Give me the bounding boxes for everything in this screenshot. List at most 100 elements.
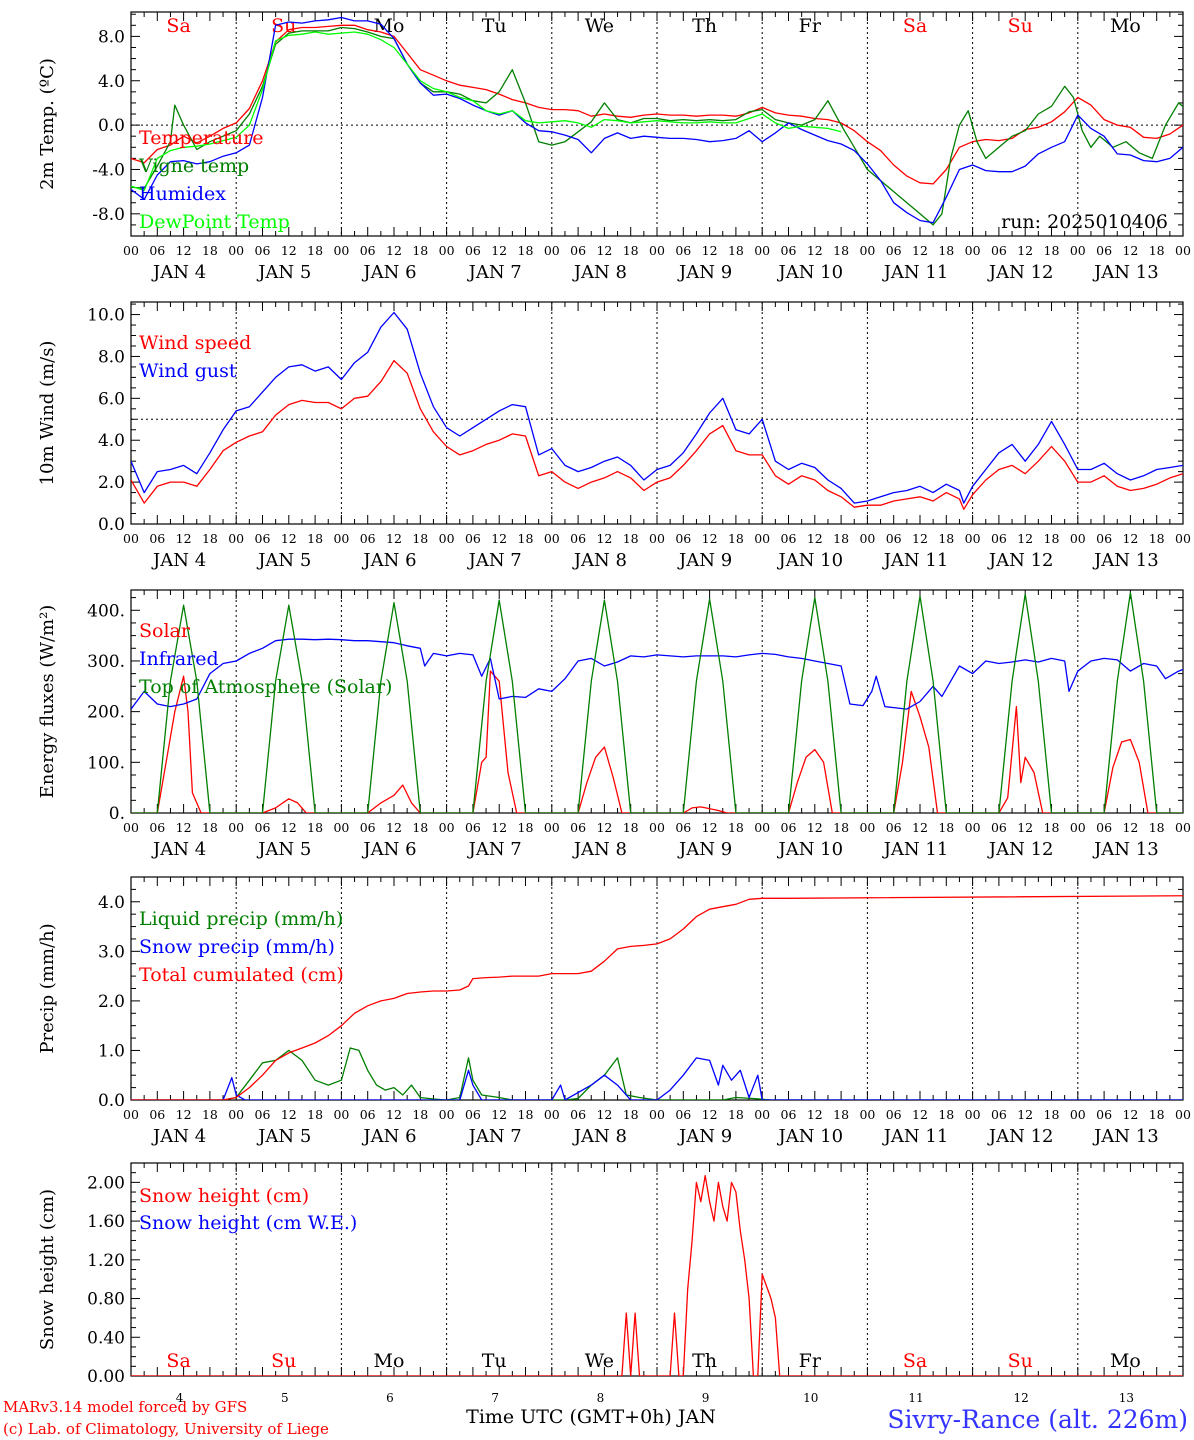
x-hour-label: 18 — [202, 1107, 218, 1122]
x-hour-label: 00 — [228, 1107, 244, 1122]
lab-credit: (c) Lab. of Climatology, University of L… — [3, 1420, 329, 1438]
x-day-label: JAN 10 — [777, 1126, 844, 1147]
x-hour-label: 12 — [281, 243, 297, 258]
series-line-humidex — [131, 16, 1183, 224]
x-day-label: JAN 8 — [572, 839, 627, 860]
x-hour-label: 18 — [1044, 820, 1060, 835]
x-day-label: JAN 9 — [677, 1126, 732, 1147]
x-hour-label: 00 — [859, 1107, 875, 1122]
x-day-label: JAN 12 — [987, 262, 1054, 283]
x-hour-label: 12 — [176, 531, 192, 546]
x-hour-label: 18 — [307, 531, 323, 546]
x-hour-label: 18 — [938, 820, 954, 835]
panel-snow: 2.00 1.60 1.20 0.80 0.40 0.00 Snow height (cm)… — [37, 1162, 1184, 1405]
x-day-label: JAN 10 — [777, 839, 844, 860]
x-hour-label: 18 — [307, 820, 323, 835]
y-axis-title: Snow height (cm) — [37, 1189, 58, 1350]
series-line-top-of-atmosphere-solar- — [131, 591, 1183, 813]
x-hour-label: 06 — [360, 531, 376, 546]
x-hour-label: 18 — [728, 820, 744, 835]
weekday-label: Fr — [799, 15, 822, 37]
x-hour-label: 18 — [728, 531, 744, 546]
y-axis-title: Energy fluxes (W/m²) — [37, 605, 58, 799]
x-day-number: 10 — [803, 1391, 818, 1405]
y-tick-label: 0.0 — [98, 116, 125, 136]
series-group — [131, 591, 1183, 813]
y-tick-label: 1.60 — [87, 1212, 125, 1232]
x-hour-label: 00 — [859, 820, 875, 835]
x-day-label: JAN 10 — [777, 550, 844, 571]
weekday-label: Fr — [799, 1350, 822, 1372]
x-hour-label: 06 — [991, 531, 1007, 546]
series-line-snow-height-cm- — [131, 1174, 1183, 1376]
x-hour-label: 12 — [491, 531, 507, 546]
x-hour-label: 12 — [807, 1107, 823, 1122]
series-line-solar — [131, 670, 1183, 813]
x-day-label: JAN 12 — [987, 550, 1054, 571]
x-day-label: JAN 9 — [677, 550, 732, 571]
x-hour-label: 06 — [991, 1107, 1007, 1122]
x-hour-label: 00 — [333, 243, 349, 258]
x-hour-label: 00 — [754, 243, 770, 258]
x-hour-label: 06 — [149, 820, 165, 835]
x-day-label: JAN 5 — [256, 839, 311, 860]
weekday-label: Th — [692, 15, 717, 37]
x-hour-label: 06 — [1096, 531, 1112, 546]
x-hour-label: 00 — [544, 1107, 560, 1122]
series-line-liquid-precip-mm-h- — [131, 1047, 1183, 1100]
x-hour-label: 06 — [360, 243, 376, 258]
y-tick-label: 8.0 — [98, 347, 125, 367]
station-name: Sivry-Rance (alt. 226m) — [887, 1405, 1188, 1434]
x-hour-label: 18 — [938, 243, 954, 258]
weekday-label: Tu — [482, 15, 507, 37]
x-hour-label: 06 — [360, 820, 376, 835]
x-hour-label: 00 — [754, 820, 770, 835]
x-hour-label: 18 — [202, 820, 218, 835]
x-day-label: JAN 12 — [987, 1126, 1054, 1147]
y-tick-label: 0.0 — [98, 515, 125, 535]
series-group — [131, 311, 1183, 510]
x-hour-label: 00 — [1070, 531, 1086, 546]
weekday-label: Su — [1008, 1350, 1033, 1372]
x-day-label: JAN 5 — [256, 1126, 311, 1147]
y-tick-label: 6.0 — [98, 389, 125, 409]
weekday-label: We — [585, 15, 614, 37]
x-hour-label: 18 — [1149, 243, 1165, 258]
x-hour-label: 06 — [149, 1107, 165, 1122]
x-hour-label: 00 — [1175, 531, 1191, 546]
y-tick-label: 4.0 — [98, 72, 125, 92]
x-day-label: JAN 7 — [467, 550, 522, 571]
x-day-label: JAN 4 — [151, 839, 206, 860]
x-day-label: JAN 6 — [361, 1126, 416, 1147]
series-group — [131, 895, 1183, 1100]
x-hour-label: 06 — [570, 243, 586, 258]
y-tick-label: 300. — [87, 652, 125, 672]
weekday-label: Mo — [1110, 1350, 1141, 1372]
x-hour-label: 12 — [702, 243, 718, 258]
y-tick-label: 4.0 — [98, 431, 125, 451]
weekday-label: Su — [271, 1350, 296, 1372]
x-hour-label: 12 — [1017, 243, 1033, 258]
x-hour-label: 06 — [360, 1107, 376, 1122]
x-hour-label: 12 — [702, 1107, 718, 1122]
series-line-total-cumulated-cm- — [131, 895, 1183, 1100]
x-hour-label: 18 — [623, 243, 639, 258]
x-hour-label: 12 — [176, 820, 192, 835]
x-hour-label: 00 — [649, 531, 665, 546]
x-hour-label: 12 — [386, 243, 402, 258]
series-group — [131, 1174, 1183, 1376]
weekday-label: Th — [692, 1350, 717, 1372]
x-hour-label: 18 — [833, 531, 849, 546]
y-tick-label: 4.0 — [98, 893, 125, 913]
x-hour-label: 18 — [938, 531, 954, 546]
weekday-label: Sa — [166, 15, 190, 37]
x-hour-label: 00 — [754, 1107, 770, 1122]
x-hour-label: 00 — [965, 531, 981, 546]
x-day-label: JAN 10 — [777, 262, 844, 283]
y-tick-label: 10.0 — [87, 306, 125, 326]
x-day-number: 11 — [908, 1391, 923, 1405]
x-day-number: 12 — [1014, 1391, 1029, 1405]
legend-entry: Vigne temp — [138, 155, 249, 177]
x-hour-label: 12 — [1122, 243, 1138, 258]
